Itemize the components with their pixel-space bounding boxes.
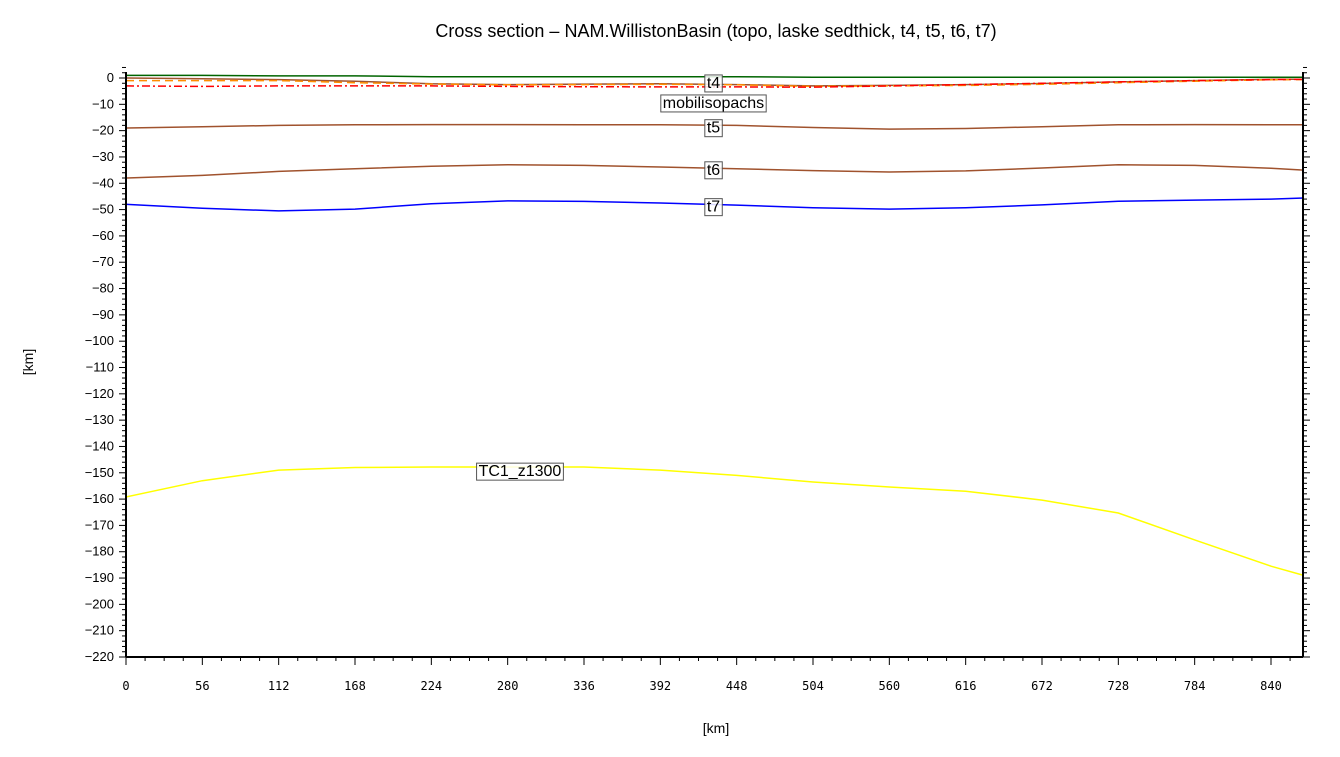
x-tick-label: 0 bbox=[122, 679, 129, 693]
y-tick-label: −210 bbox=[85, 623, 114, 638]
axes-layer: 0 −10 −20 −30 −40 −50 −60 −70 −80 −90 −100 −110 −120… bbox=[85, 66, 1310, 693]
label-text: t7 bbox=[707, 199, 720, 216]
x-tick-label: 840 bbox=[1260, 679, 1282, 693]
y-tick-label: −220 bbox=[85, 649, 114, 664]
series-line-mobilisopachs bbox=[125, 78, 1304, 88]
x-tick-label: 560 bbox=[878, 679, 900, 693]
label-text: t4 bbox=[707, 75, 720, 92]
annotation-layer: t4 mobilisopachs t5 t6 t7 TC1_z1300 bbox=[476, 74, 767, 481]
label-box bbox=[704, 198, 723, 217]
y-tick-label: −180 bbox=[85, 544, 114, 559]
label-box bbox=[704, 161, 723, 180]
y-tick-label: −170 bbox=[85, 517, 114, 532]
y-tick-label: −80 bbox=[92, 281, 114, 296]
series-label-t6: t6 bbox=[704, 161, 723, 180]
label-box bbox=[704, 119, 723, 138]
series-label-tc1_z1300: TC1_z1300 bbox=[476, 462, 564, 481]
series-line-tc1_z1300 bbox=[125, 466, 1304, 577]
x-tick-label: 392 bbox=[649, 679, 671, 693]
x-tick-label: 168 bbox=[344, 679, 366, 693]
y-tick-label: −190 bbox=[85, 570, 114, 585]
x-tick-label: 784 bbox=[1184, 679, 1206, 693]
x-tick-label: 728 bbox=[1107, 679, 1129, 693]
series-line-t5 bbox=[125, 123, 1304, 130]
y-tick-label: −20 bbox=[92, 123, 114, 138]
x-tick-label: 280 bbox=[497, 679, 519, 693]
y-tick-label: −30 bbox=[92, 149, 114, 164]
y-tick-label: −40 bbox=[92, 175, 114, 190]
x-tick-label: 56 bbox=[195, 679, 209, 693]
x-tick-label: 336 bbox=[573, 679, 595, 693]
series-line-t7 bbox=[125, 197, 1304, 212]
y-tick-label: −70 bbox=[92, 254, 114, 269]
x-axis-label: [km] bbox=[703, 720, 729, 736]
y-tick-label: −130 bbox=[85, 412, 114, 427]
series-label-mobilisopachs: mobilisopachs bbox=[660, 94, 767, 113]
series-layer bbox=[125, 74, 1304, 577]
label-text: mobilisopachs bbox=[663, 95, 764, 112]
label-box bbox=[704, 74, 723, 93]
y-tick-label: −90 bbox=[92, 307, 114, 322]
chart-title: Cross section – NAM.WillistonBasin (topo… bbox=[435, 21, 996, 41]
y-tick-label: −10 bbox=[92, 96, 114, 111]
y-tick-label: −110 bbox=[86, 360, 114, 375]
y-axis-label: [km] bbox=[20, 349, 36, 375]
x-tick-label: 448 bbox=[726, 679, 748, 693]
y-tick-label: −120 bbox=[85, 386, 114, 401]
y-tick-label: −140 bbox=[85, 438, 114, 453]
series-line-laske-sedthick bbox=[126, 78, 1304, 88]
y-tick-label: 0 bbox=[107, 70, 114, 85]
series-label-t4: t4 bbox=[704, 74, 723, 93]
label-box bbox=[660, 94, 767, 113]
y-tick-label: −200 bbox=[85, 596, 114, 611]
x-tick-label: 504 bbox=[802, 679, 824, 693]
label-text: t5 bbox=[707, 120, 720, 137]
series-label-t7: t7 bbox=[704, 198, 723, 217]
series-line-t6 bbox=[125, 164, 1304, 179]
y-tick-label: −160 bbox=[85, 491, 114, 506]
x-tick-label: 672 bbox=[1031, 679, 1053, 693]
x-tick-label: 616 bbox=[955, 679, 977, 693]
y-tick-label: −150 bbox=[85, 465, 114, 480]
x-tick-label: 112 bbox=[268, 679, 290, 693]
y-tick-label: −60 bbox=[92, 228, 114, 243]
y-tick-label: −100 bbox=[85, 333, 114, 348]
label-text: TC1_z1300 bbox=[479, 463, 562, 480]
label-box bbox=[476, 462, 564, 481]
series-label-t5: t5 bbox=[704, 119, 723, 138]
series-line-topo bbox=[126, 74, 1304, 78]
x-tick-label: 224 bbox=[420, 679, 442, 693]
label-text: t6 bbox=[707, 162, 720, 179]
y-tick-label: −50 bbox=[92, 202, 114, 217]
